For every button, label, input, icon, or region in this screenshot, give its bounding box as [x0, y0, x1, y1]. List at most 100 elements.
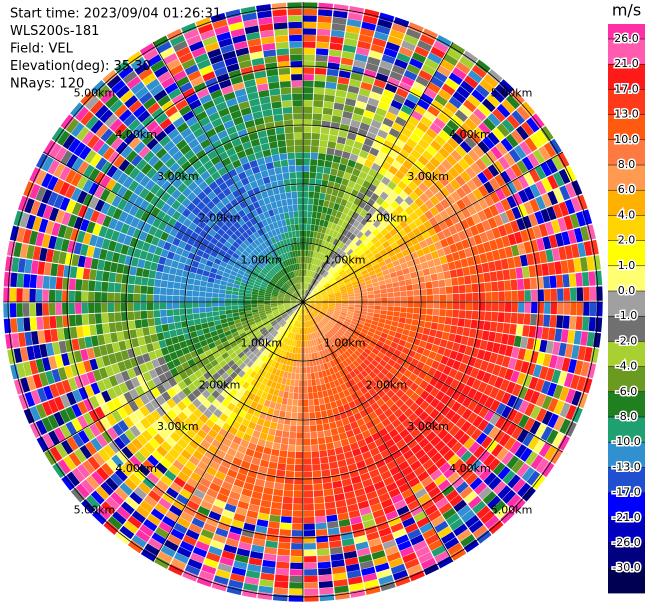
radial-cell [241, 223, 250, 232]
radial-cell [276, 348, 282, 356]
radial-cell [288, 288, 294, 294]
radial-cell [182, 218, 192, 228]
radial-cell [180, 144, 192, 156]
radial-cell [439, 309, 446, 317]
radial-cell [353, 183, 362, 192]
radial-cell [161, 391, 172, 402]
radial-cell [376, 398, 385, 407]
radial-cell [468, 441, 481, 454]
radial-cell [335, 299, 342, 302]
radial-cell [352, 331, 360, 338]
radial-cell [406, 290, 414, 297]
radial-cell [470, 347, 480, 358]
radial-cell [251, 355, 258, 363]
radial-cell [127, 302, 134, 312]
radial-cell [259, 260, 266, 268]
radial-cell [372, 219, 381, 228]
radial-cell [332, 566, 346, 574]
radial-cell [330, 467, 340, 476]
radial-cell [275, 273, 282, 279]
radial-cell [332, 480, 343, 489]
radial-cell [312, 310, 318, 316]
radial-cell [370, 192, 380, 202]
radial-cell [141, 319, 149, 328]
radial-cell [321, 306, 329, 309]
radial-cell [238, 302, 245, 306]
radial-cell [504, 312, 512, 323]
radial-cell [179, 370, 189, 380]
radial-cell [360, 81, 373, 91]
radial-cell [303, 308, 305, 315]
radial-cell [290, 303, 297, 305]
radial-cell [250, 336, 258, 343]
radial-cell [361, 165, 371, 174]
radial-cell [489, 239, 498, 251]
radial-cell [460, 534, 476, 548]
radial-cell [71, 254, 80, 267]
radial-cell [496, 447, 509, 462]
radial-cell [278, 307, 285, 310]
radial-cell [445, 235, 455, 246]
radial-cell [449, 350, 458, 360]
radial-cell [247, 254, 255, 261]
radial-cell [432, 287, 440, 295]
radial-cell [105, 496, 120, 511]
radial-cell [48, 430, 61, 446]
radial-cell [225, 202, 234, 211]
radial-cell [167, 128, 180, 140]
radial-cell [98, 225, 108, 238]
radial-cell [348, 293, 355, 298]
radial-cell [249, 436, 259, 445]
radial-cell [86, 134, 100, 149]
radial-cell [454, 370, 464, 382]
radial-cell [348, 355, 356, 363]
radial-cell [391, 449, 403, 460]
radial-cell [531, 113, 545, 129]
radial-cell [476, 530, 492, 544]
radial-cell [220, 280, 228, 286]
radial-cell [567, 259, 575, 273]
radial-cell [464, 136, 477, 149]
radial-cell [381, 219, 390, 228]
radial-cell [238, 292, 245, 296]
radial-cell [345, 330, 352, 337]
radial-cell [437, 428, 449, 440]
radial-cell [169, 162, 181, 173]
radial-cell [371, 359, 379, 367]
radial-cell [312, 310, 318, 315]
radial-cell [448, 72, 463, 86]
radial-cell [380, 470, 392, 481]
radial-cell [393, 408, 404, 418]
radial-cell [437, 556, 453, 569]
radial-cell [377, 66, 391, 77]
radial-cell [222, 340, 230, 348]
radial-cell [114, 372, 125, 385]
radial-cell [368, 125, 380, 135]
radial-cell [41, 172, 53, 188]
radial-cell [313, 365, 318, 373]
radial-cell [351, 281, 359, 286]
radial-cell [402, 329, 410, 336]
radial-cell [150, 125, 163, 138]
radial-cell [391, 64, 406, 76]
radial-cell [481, 219, 492, 232]
radial-cell [467, 149, 480, 162]
radial-cell [317, 561, 331, 569]
radial-cell [321, 349, 327, 357]
radial-cell [430, 452, 443, 464]
radial-cell [146, 425, 158, 438]
radial-cell [326, 242, 333, 250]
radial-cell [373, 79, 387, 89]
radial-cell [269, 328, 276, 335]
radial-cell [529, 420, 541, 435]
radial-cell [314, 265, 319, 273]
radial-cell [234, 280, 241, 286]
radial-cell [403, 369, 413, 379]
radial-cell [459, 140, 472, 153]
radial-cell [382, 253, 390, 261]
radial-cell [424, 210, 434, 220]
radial-cell [209, 482, 221, 493]
radial-cell [386, 551, 402, 562]
radial-cell [71, 418, 83, 433]
radial-cell [390, 241, 399, 250]
